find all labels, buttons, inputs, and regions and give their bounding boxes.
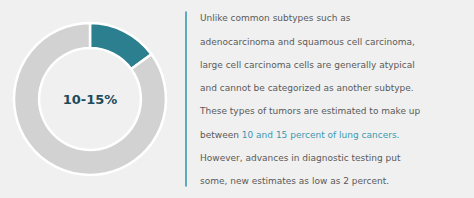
body-text: However, advances in diagnostic testing … <box>200 153 401 163</box>
text-block: Unlike common subtypes such as adenocarci… <box>199 13 421 186</box>
text-line: and cannot be categorized as another sub… <box>200 83 414 93</box>
text-line: These types of tumors are estimated to m… <box>199 106 421 116</box>
text-line: large cell carcinoma cells are generally… <box>200 60 415 70</box>
body-text: some, new estimates as low as 2 percent. <box>200 176 389 186</box>
background <box>0 0 474 198</box>
body-text: adenocarcinoma and squamous cell carcino… <box>200 37 415 47</box>
text-line: between 10 and 15 percent of lung cancer… <box>200 130 399 140</box>
text-line: adenocarcinoma and squamous cell carcino… <box>200 37 415 47</box>
donut-slice <box>14 23 166 175</box>
body-text: between <box>200 130 242 140</box>
text-line: some, new estimates as low as 2 percent. <box>200 176 389 186</box>
body-text: These types of tumors are estimated to m… <box>199 106 421 116</box>
donut: 10-15% <box>14 23 166 175</box>
center-label: 10-15% <box>63 92 118 107</box>
divider <box>185 12 187 186</box>
body-text: Unlike common subtypes such as <box>200 13 351 23</box>
text-line: Unlike common subtypes such as <box>200 13 351 23</box>
text-line: However, advances in diagnostic testing … <box>200 153 401 163</box>
body-text: large cell carcinoma cells are generally… <box>200 60 415 70</box>
body-text: and cannot be categorized as another sub… <box>200 83 414 93</box>
chart: 10-15% Unlike common subtypes such as aden… <box>0 0 474 198</box>
highlight-text: 10 and 15 percent of lung cancers. <box>242 130 400 140</box>
